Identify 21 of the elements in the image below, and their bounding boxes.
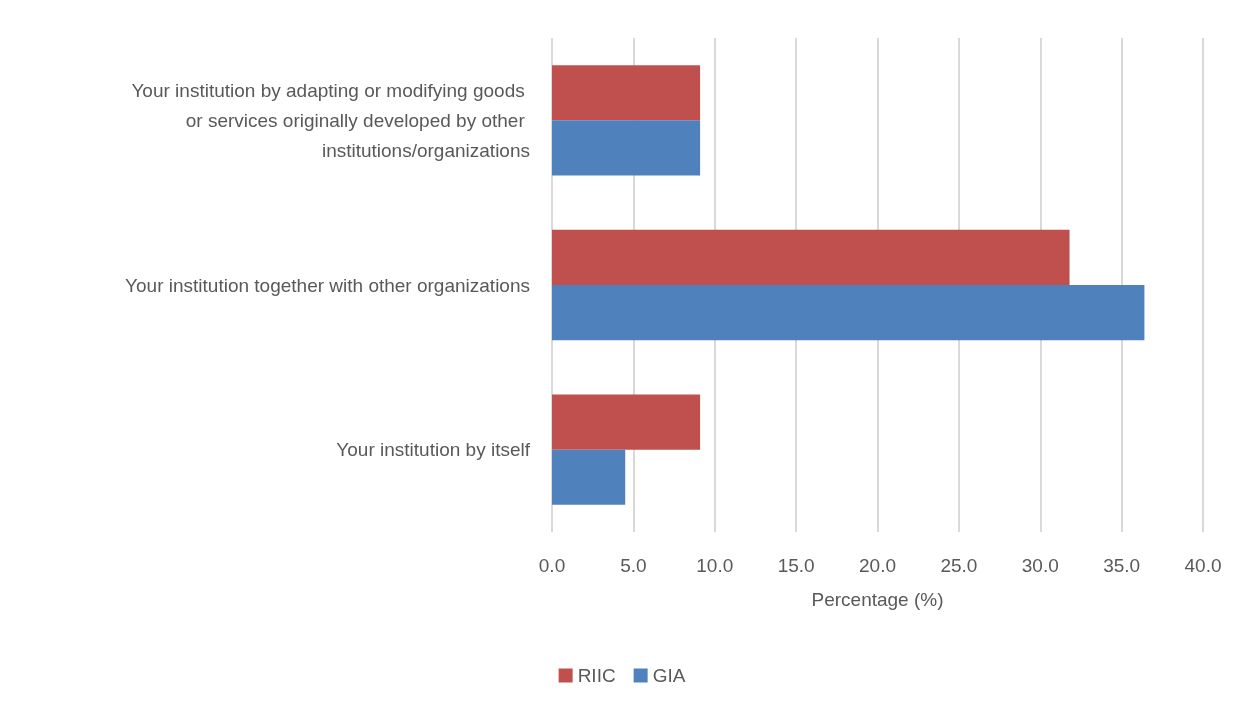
x-tick-label: 15.0 bbox=[777, 555, 815, 576]
x-tick-label: 30.0 bbox=[1021, 555, 1059, 576]
x-tick-label: 40.0 bbox=[1184, 555, 1222, 576]
bar bbox=[552, 394, 701, 450]
bar bbox=[552, 65, 701, 121]
x-tick-label: 25.0 bbox=[940, 555, 978, 576]
x-tick-label: 20.0 bbox=[859, 555, 896, 576]
y-tick-label: Your institution together with other organizations bbox=[125, 274, 530, 296]
bar bbox=[552, 120, 701, 176]
x-tick-label: 10.0 bbox=[696, 555, 734, 576]
bar bbox=[552, 285, 1145, 341]
legend-label: RIIC bbox=[577, 665, 616, 686]
bar bbox=[552, 449, 626, 505]
y-tick-label: Your institution by adapting or modifying goods or services originally developed by other institutions/organizations bbox=[131, 79, 530, 161]
y-tick-label: Your institution by itself bbox=[336, 439, 531, 461]
x-tick-label: 5.0 bbox=[620, 555, 647, 576]
x-tick-label: 35.0 bbox=[1103, 555, 1141, 576]
legend-label: GIA bbox=[652, 665, 686, 686]
bar bbox=[552, 229, 1070, 285]
x-axis-title: Percentage (%) bbox=[811, 589, 944, 610]
x-tick-label: 0.0 bbox=[538, 555, 566, 576]
